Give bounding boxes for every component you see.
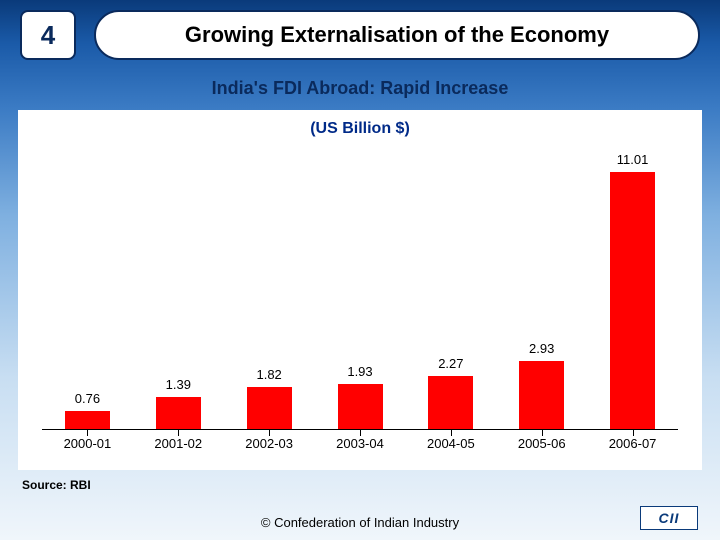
- bar: [156, 397, 201, 429]
- x-category-label: 2000-01: [42, 436, 132, 451]
- bar-value-label: 0.76: [37, 391, 137, 406]
- bar-value-label: 2.93: [492, 341, 592, 356]
- slide-number-text: 4: [41, 20, 55, 51]
- bar: [247, 387, 292, 429]
- bar: [65, 411, 110, 429]
- chart-x-axis-labels: 2000-012001-022002-032003-042004-052005-…: [42, 430, 678, 470]
- x-category-label: 2004-05: [406, 436, 496, 451]
- bar: [519, 361, 564, 429]
- slide-title-pill: Growing Externalisation of the Economy: [94, 10, 700, 60]
- chart-plot-area: 0.761.391.821.932.272.9311.01: [42, 150, 678, 430]
- bar: [610, 172, 655, 429]
- x-category-label: 2005-06: [497, 436, 587, 451]
- bar: [338, 384, 383, 429]
- logo-text: CII: [659, 510, 680, 526]
- chart-panel: (US Billion $) 0.761.391.821.932.272.931…: [18, 110, 702, 470]
- source-text: Source: RBI: [22, 478, 91, 492]
- x-category-label: 2003-04: [315, 436, 405, 451]
- slide: 4 Growing Externalisation of the Economy…: [0, 0, 720, 540]
- bar: [428, 376, 473, 429]
- slide-number-badge: 4: [20, 10, 76, 60]
- x-category-label: 2002-03: [224, 436, 314, 451]
- bar-value-label: 1.82: [219, 367, 319, 382]
- slide-subtitle: India's FDI Abroad: Rapid Increase: [0, 78, 720, 99]
- chart-title: (US Billion $): [18, 110, 702, 138]
- x-category-label: 2006-07: [588, 436, 678, 451]
- footer-text: © Confederation of Indian Industry: [0, 515, 720, 530]
- header-row: 4 Growing Externalisation of the Economy: [20, 10, 700, 60]
- bar-value-label: 1.39: [128, 377, 228, 392]
- bar-value-label: 2.27: [401, 356, 501, 371]
- slide-title-text: Growing Externalisation of the Economy: [185, 22, 609, 48]
- cii-logo: CII: [640, 506, 698, 530]
- x-category-label: 2001-02: [133, 436, 223, 451]
- bar-value-label: 1.93: [310, 364, 410, 379]
- bar-value-label: 11.01: [583, 152, 683, 167]
